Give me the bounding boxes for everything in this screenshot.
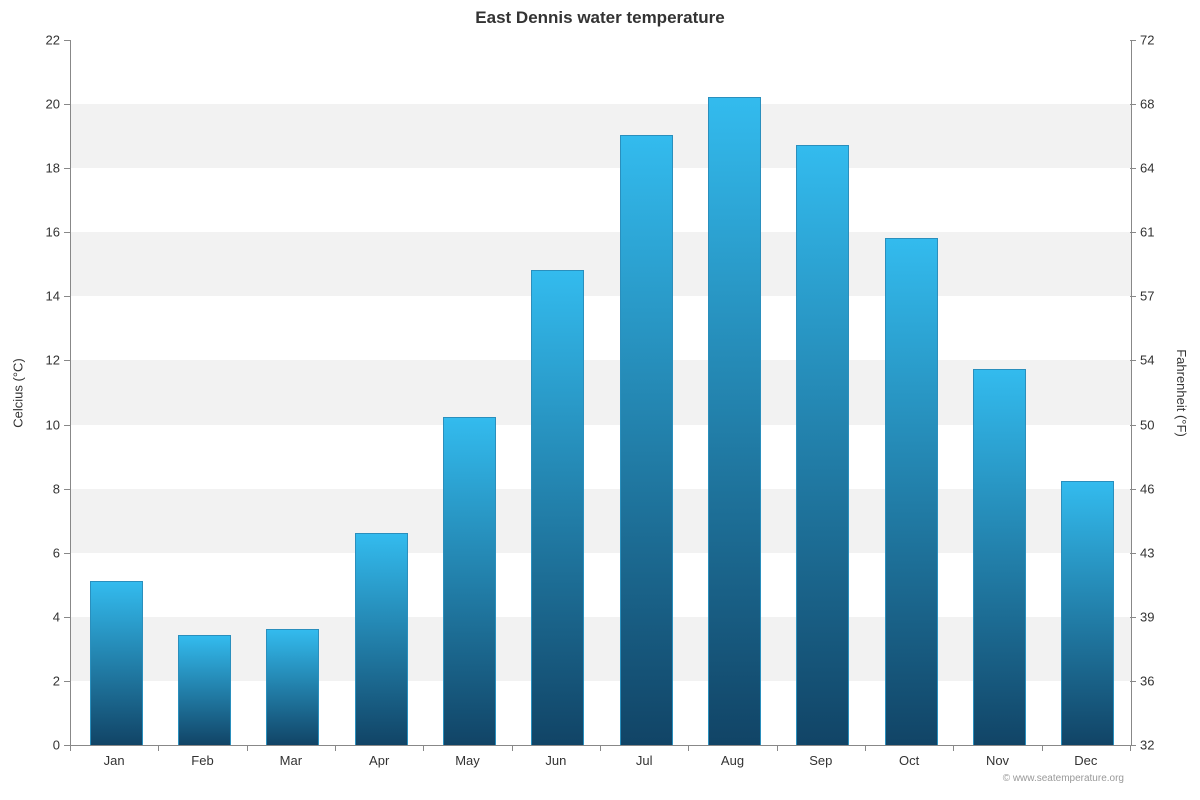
y-tick-mark-right: [1130, 232, 1136, 233]
y-tick-mark-left: [64, 232, 70, 233]
y-tick-mark-right: [1130, 168, 1136, 169]
y-tick-label-right: 46: [1140, 481, 1154, 496]
y-tick-label-left: 10: [46, 417, 60, 432]
y-tick-label-right: 32: [1140, 738, 1154, 753]
bar: [620, 135, 673, 745]
y-tick-label-right: 54: [1140, 353, 1154, 368]
x-tick-mark: [1042, 745, 1043, 751]
y-tick-label-right: 36: [1140, 673, 1154, 688]
y-tick-mark-left: [64, 617, 70, 618]
x-tick-mark: [600, 745, 601, 751]
y-tick-mark-left: [64, 681, 70, 682]
y-tick-mark-right: [1130, 489, 1136, 490]
x-tick-label: Feb: [191, 753, 213, 768]
x-tick-label: Aug: [721, 753, 744, 768]
y-tick-label-left: 18: [46, 161, 60, 176]
x-tick-mark: [423, 745, 424, 751]
x-tick-label: Nov: [986, 753, 1009, 768]
y-tick-mark-right: [1130, 40, 1136, 41]
x-tick-mark: [247, 745, 248, 751]
x-tick-mark: [688, 745, 689, 751]
y-tick-mark-right: [1130, 617, 1136, 618]
x-tick-label: Dec: [1074, 753, 1097, 768]
x-tick-mark: [865, 745, 866, 751]
x-tick-mark: [1130, 745, 1131, 751]
chart-container: East Dennis water temperature Celcius (°…: [0, 0, 1200, 800]
y-tick-mark-right: [1130, 296, 1136, 297]
y-tick-label-left: 8: [53, 481, 60, 496]
y-tick-mark-left: [64, 360, 70, 361]
y-tick-mark-left: [64, 168, 70, 169]
y-tick-label-right: 43: [1140, 545, 1154, 560]
x-tick-label: Jan: [104, 753, 125, 768]
y-tick-label-left: 0: [53, 738, 60, 753]
bar: [531, 270, 584, 745]
x-tick-label: Jun: [545, 753, 566, 768]
x-tick-label: Sep: [809, 753, 832, 768]
y-tick-label-right: 50: [1140, 417, 1154, 432]
y-tick-mark-left: [64, 553, 70, 554]
x-tick-mark: [512, 745, 513, 751]
bar: [1061, 481, 1114, 745]
y-tick-label-right: 61: [1140, 225, 1154, 240]
bar: [973, 369, 1026, 745]
y-axis-label-right: Fahrenheit (°F): [1175, 349, 1190, 437]
y-axis-label-left: Celcius (°C): [11, 358, 26, 427]
grid-band: [71, 232, 1131, 296]
y-tick-label-left: 20: [46, 97, 60, 112]
grid-band: [71, 104, 1131, 168]
x-tick-mark: [158, 745, 159, 751]
y-tick-label-right: 68: [1140, 97, 1154, 112]
x-tick-mark: [953, 745, 954, 751]
y-tick-label-right: 64: [1140, 161, 1154, 176]
bar: [885, 238, 938, 745]
bar: [796, 145, 849, 745]
y-tick-mark-left: [64, 425, 70, 426]
x-tick-label: May: [455, 753, 480, 768]
copyright-text: © www.seatemperature.org: [1003, 773, 1124, 784]
y-tick-label-left: 14: [46, 289, 60, 304]
x-tick-label: Jul: [636, 753, 653, 768]
x-tick-mark: [70, 745, 71, 751]
bar: [90, 581, 143, 745]
bar: [178, 635, 231, 745]
y-tick-label-right: 57: [1140, 289, 1154, 304]
plot-area: [70, 40, 1132, 746]
bar: [708, 97, 761, 745]
y-tick-mark-right: [1130, 681, 1136, 682]
bar: [355, 533, 408, 746]
bar: [266, 629, 319, 745]
y-tick-mark-left: [64, 104, 70, 105]
y-tick-mark-right: [1130, 360, 1136, 361]
y-tick-label-right: 39: [1140, 609, 1154, 624]
y-tick-label-left: 16: [46, 225, 60, 240]
y-tick-label-left: 2: [53, 673, 60, 688]
x-tick-label: Oct: [899, 753, 919, 768]
y-tick-label-left: 12: [46, 353, 60, 368]
x-tick-label: Apr: [369, 753, 389, 768]
y-tick-mark-right: [1130, 425, 1136, 426]
x-tick-label: Mar: [280, 753, 302, 768]
y-tick-mark-left: [64, 40, 70, 41]
chart-title: East Dennis water temperature: [0, 8, 1200, 28]
x-tick-mark: [777, 745, 778, 751]
y-tick-label-left: 22: [46, 33, 60, 48]
y-tick-mark-right: [1130, 553, 1136, 554]
y-tick-label-left: 4: [53, 609, 60, 624]
bar: [443, 417, 496, 745]
y-tick-label-right: 72: [1140, 33, 1154, 48]
y-tick-mark-left: [64, 296, 70, 297]
x-tick-mark: [335, 745, 336, 751]
y-tick-mark-left: [64, 489, 70, 490]
y-tick-mark-right: [1130, 104, 1136, 105]
y-tick-label-left: 6: [53, 545, 60, 560]
